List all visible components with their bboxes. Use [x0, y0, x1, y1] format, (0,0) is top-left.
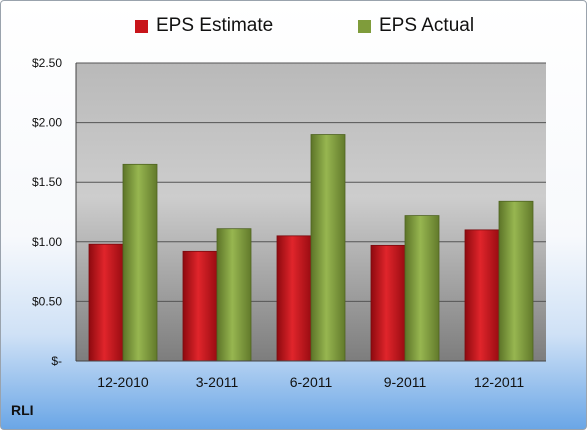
bars	[88, 134, 534, 362]
legend-swatch-eps-actual	[358, 19, 371, 33]
bar-eps-estimate	[88, 243, 124, 362]
legend-item-eps-actual: EPS Actual	[358, 15, 474, 37]
bar-eps-actual	[404, 215, 440, 362]
bar-eps-actual	[310, 134, 346, 362]
axes: $- $0.50 $1.00 $1.50 $2.00 $2.50 12-2010 3-2011…	[32, 56, 546, 390]
bar-eps-estimate	[182, 250, 218, 362]
y-tick-label: $1.50	[32, 175, 62, 189]
x-tick-label: 12-2011	[474, 374, 525, 390]
bar-eps-actual	[122, 163, 158, 362]
legend-item-eps-estimate: EPS Estimate	[135, 15, 273, 37]
y-tick-label: $2.00	[32, 116, 62, 130]
x-tick-label: 9-2011	[384, 374, 427, 390]
bar-eps-estimate	[276, 235, 312, 362]
legend-label-eps-estimate: EPS Estimate	[156, 15, 274, 36]
x-tick-label: 12-2010	[97, 374, 149, 390]
x-tick-label: 6-2011	[290, 374, 333, 390]
y-tick-label: $1.00	[32, 235, 62, 249]
legend-swatch-eps-estimate	[135, 19, 148, 33]
bar-eps-estimate	[464, 229, 500, 362]
legend: EPS Estimate EPS Actual	[1, 15, 586, 41]
legend-label-eps-actual: EPS Actual	[379, 15, 475, 36]
x-tick-label: 3-2011	[196, 374, 239, 390]
ticker-label: RLI	[11, 402, 34, 418]
y-tick-label: $2.50	[32, 56, 62, 70]
y-tick-label: $0.50	[32, 294, 62, 308]
y-tick-label: $-	[51, 354, 62, 368]
bar-eps-actual	[498, 200, 534, 362]
bar-eps-actual	[216, 228, 252, 362]
bar-eps-estimate	[370, 244, 406, 362]
